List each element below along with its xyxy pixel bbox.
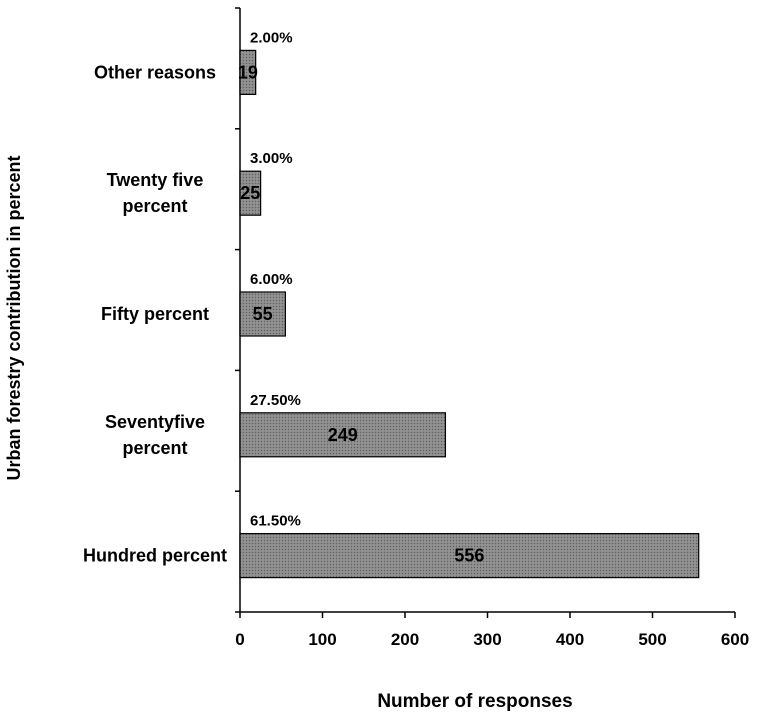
labels-layer: 19 2.00% Other reasons 25 3.00% Twenty five pe… <box>83 29 484 565</box>
bars-layer <box>239 49 700 579</box>
x-axis-title: Number of responses <box>377 691 572 712</box>
x-tick-label-6: 600 <box>721 630 749 649</box>
x-tick-label-1: 100 <box>308 630 336 649</box>
bar-percent-label-2: 6.00% <box>250 271 293 288</box>
y-axis-title: Urban forestry contribution in percent <box>4 155 24 480</box>
x-tick-label-4: 400 <box>556 630 584 649</box>
bar-value-label-2: 55 <box>253 304 273 324</box>
category-label-2: Fifty percent <box>101 304 209 324</box>
bar-percent-label-0: 2.00% <box>250 29 293 46</box>
x-tick-label-5: 500 <box>638 630 666 649</box>
bar-percent-label-4: 61.50% <box>250 513 301 530</box>
category-label-1: Twenty five percent <box>107 170 204 216</box>
category-label-4: Hundred percent <box>83 546 227 566</box>
bar-value-label-1: 25 <box>240 183 260 203</box>
category-label-0: Other reasons <box>94 62 216 82</box>
bar-percent-label-3: 27.50% <box>250 392 301 409</box>
bar-value-label-0: 19 <box>238 62 258 82</box>
bar-1 <box>239 170 262 216</box>
bar-percent-label-1: 3.00% <box>250 150 293 167</box>
bar-3 <box>239 412 447 458</box>
x-tick-label-3: 300 <box>473 630 501 649</box>
category-label-3: Seventyfive percent <box>105 412 205 458</box>
bar-value-label-4: 556 <box>454 546 484 566</box>
bar-0 <box>239 49 257 96</box>
axes-layer: 0 100 200 300 400 500 600 <box>235 7 749 649</box>
bar-value-label-3: 249 <box>328 425 358 445</box>
x-tick-label-2: 200 <box>391 630 419 649</box>
bar-2 <box>239 291 286 337</box>
x-tick-label-0: 0 <box>235 630 244 649</box>
bar-4 <box>239 532 700 579</box>
